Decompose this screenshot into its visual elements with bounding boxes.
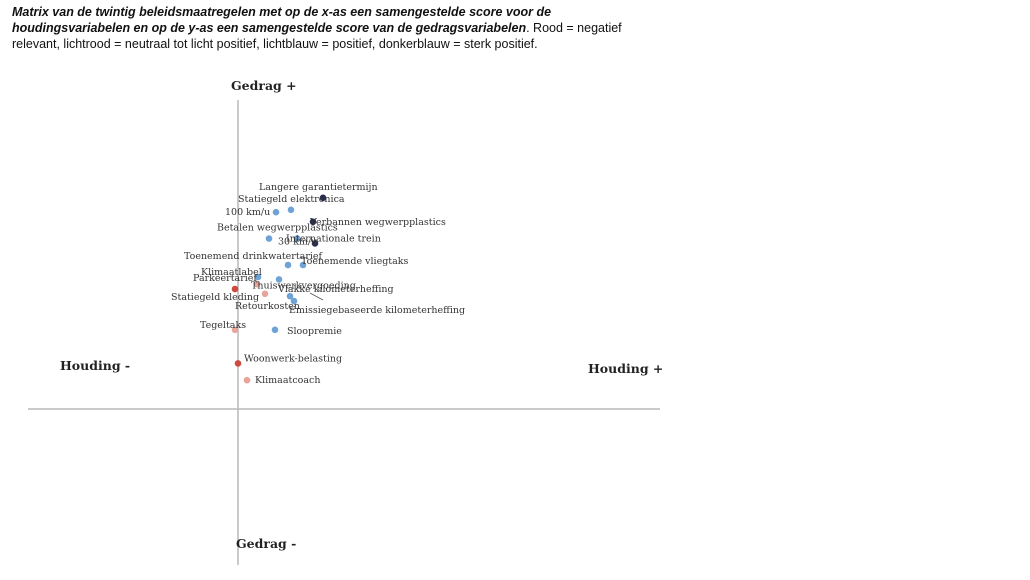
point-klimaatcoach bbox=[243, 376, 251, 384]
point-verbannen-wegwerpplastics bbox=[309, 218, 317, 226]
point-sloopremie bbox=[271, 326, 279, 334]
point-thuiswerkvergoeding bbox=[275, 276, 283, 283]
caption-bold: Matrix van de twintig beleidsmaatregelen… bbox=[12, 5, 552, 35]
point-label-100-km-u: 100 km/u bbox=[225, 207, 270, 218]
point-label-tegeltaks: Tegeltaks bbox=[200, 320, 246, 331]
point-label-klimaatlabel: Klimaatlabel bbox=[201, 267, 262, 278]
point-label-30-km-u: 30 km/u bbox=[278, 237, 317, 248]
point-label-statiegeld-kleding: Statiegeld kleding bbox=[171, 292, 259, 303]
point-statiegeld-kleding bbox=[231, 285, 239, 293]
point-label-thuiswerkvergoeding: Thuiswerkvergoeding bbox=[251, 280, 356, 291]
point-langere-garantietermijn bbox=[319, 194, 327, 202]
point-label-verbannen-wegwerpplastics: Verbannen wegwerpplastics bbox=[309, 217, 446, 228]
point-label-betalen-wegwerpplastics: Betalen wegwerpplastics bbox=[217, 223, 338, 234]
y-axis-label-negative: Gedrag - bbox=[236, 536, 296, 551]
leader-line bbox=[309, 292, 324, 301]
x-axis-label-positive: Houding + bbox=[588, 361, 663, 376]
point-label-klimaatcoach: Klimaatcoach bbox=[255, 375, 320, 386]
point-label-langere-garantietermijn: Langere garantietermijn bbox=[259, 182, 378, 193]
point-label-retourkosten: Retourkosten bbox=[235, 301, 300, 312]
point-label-internationale-trein: Internationale trein bbox=[286, 233, 381, 244]
point-label-statiegeld-elektronica: Statiegeld elektronica bbox=[238, 194, 345, 205]
caption-rest: . Rood = negatief relevant, lichtrood = … bbox=[12, 21, 622, 51]
point-label-vlakke-kilometerheffing: Vlakke kilometerheffing bbox=[277, 284, 394, 295]
point-30-km-u bbox=[265, 235, 273, 242]
point-emissiegebaseerde-kilometerheffing bbox=[290, 297, 298, 305]
point-klimaatlabel bbox=[254, 273, 262, 281]
point-internationale-trein bbox=[311, 240, 319, 247]
point-betalen-wegwerpplastics bbox=[293, 235, 301, 242]
point-label-woonwerk-belasting: Woonwerk-belasting bbox=[244, 353, 342, 364]
point-toenemend-drinkwatertarief bbox=[284, 261, 292, 269]
point-label-sloopremie: Sloopremie bbox=[287, 326, 342, 337]
point-label-emissiegebaseerde-kilometerheffing: Emissiegebaseerde kilometerheffing bbox=[289, 305, 465, 316]
point-tegeltaks bbox=[231, 326, 239, 334]
point-retourkosten bbox=[261, 290, 269, 298]
chart-caption: Matrix van de twintig beleidsmaatregelen… bbox=[12, 4, 662, 52]
point-toenemende-vliegtaks bbox=[299, 261, 307, 269]
point-parkeertarief bbox=[253, 280, 261, 288]
point-100-km-u bbox=[272, 208, 280, 216]
point-label-parkeertarief: Parkeertarief bbox=[193, 273, 258, 284]
y-axis-label-positive: Gedrag + bbox=[231, 78, 297, 93]
point-statiegeld-elektronica bbox=[287, 206, 295, 214]
point-label-toenemende-vliegtaks: Toenemende vliegtaks bbox=[301, 256, 409, 267]
x-axis-label-negative: Houding - bbox=[60, 358, 130, 373]
point-woonwerk-belasting bbox=[234, 360, 242, 367]
point-label-toenemend-drinkwatertarief: Toenemend drinkwatertarief bbox=[184, 251, 324, 262]
point-vlakke-kilometerheffing bbox=[286, 292, 294, 300]
